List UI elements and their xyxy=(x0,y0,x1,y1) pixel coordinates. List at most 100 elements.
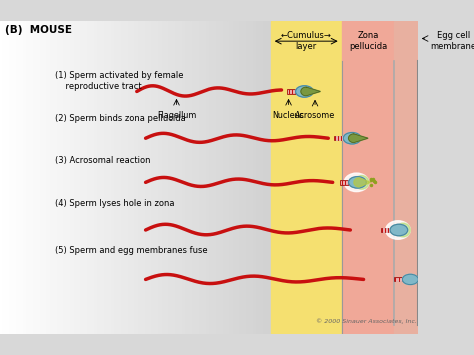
Text: Acrosome: Acrosome xyxy=(295,111,335,120)
Bar xyxy=(227,21,231,334)
Ellipse shape xyxy=(348,177,366,188)
Bar xyxy=(159,21,163,334)
Bar xyxy=(224,21,228,334)
Bar xyxy=(95,21,99,334)
Bar xyxy=(166,21,170,334)
Bar xyxy=(78,21,82,334)
Text: © 2000 Sinauer Associates, Inc.: © 2000 Sinauer Associates, Inc. xyxy=(316,318,417,323)
Bar xyxy=(271,21,341,334)
Bar xyxy=(88,21,92,334)
Bar xyxy=(98,21,102,334)
Text: Zona
pellucida: Zona pellucida xyxy=(349,32,387,51)
Bar xyxy=(163,21,166,334)
Bar xyxy=(341,21,394,334)
Text: ←Cumulus→
layer: ←Cumulus→ layer xyxy=(281,32,332,51)
Ellipse shape xyxy=(344,173,369,192)
Bar xyxy=(101,21,105,334)
Ellipse shape xyxy=(296,86,313,97)
Bar xyxy=(41,21,45,334)
Bar xyxy=(24,21,27,334)
Text: (3) Acrosomal reaction: (3) Acrosomal reaction xyxy=(55,156,150,165)
Bar xyxy=(176,21,180,334)
Ellipse shape xyxy=(396,223,410,237)
Bar xyxy=(287,89,296,94)
Bar xyxy=(85,21,89,334)
Bar xyxy=(190,21,193,334)
Bar xyxy=(109,21,112,334)
Bar xyxy=(394,278,402,282)
Text: Flagellum: Flagellum xyxy=(157,111,196,120)
Bar xyxy=(122,21,126,334)
Bar xyxy=(146,21,149,334)
Bar xyxy=(30,21,34,334)
Bar xyxy=(200,21,204,334)
Bar xyxy=(237,21,241,334)
Text: (2) Sperm binds zona pellucida: (2) Sperm binds zona pellucida xyxy=(55,114,185,122)
Bar xyxy=(3,21,7,334)
Text: (4) Sperm lyses hole in zona: (4) Sperm lyses hole in zona xyxy=(55,199,174,208)
Bar xyxy=(7,21,10,334)
Bar xyxy=(186,21,190,334)
Text: (B)  MOUSE: (B) MOUSE xyxy=(5,25,73,35)
Bar xyxy=(220,21,224,334)
Bar xyxy=(139,21,143,334)
Bar xyxy=(203,21,207,334)
Bar xyxy=(47,21,51,334)
Bar xyxy=(210,21,214,334)
Bar xyxy=(125,21,129,334)
Text: (5) Sperm and egg membranes fuse: (5) Sperm and egg membranes fuse xyxy=(55,246,207,255)
Bar xyxy=(244,21,247,334)
Polygon shape xyxy=(348,134,368,143)
Bar xyxy=(61,21,65,334)
Bar xyxy=(68,21,72,334)
Bar xyxy=(196,21,200,334)
Bar xyxy=(173,21,176,334)
Bar xyxy=(267,21,271,334)
Bar xyxy=(0,21,4,334)
Bar xyxy=(27,21,31,334)
Text: (1) Sperm activated by female
    reproductive tract: (1) Sperm activated by female reproducti… xyxy=(55,71,183,91)
Polygon shape xyxy=(301,87,320,96)
Bar xyxy=(118,21,122,334)
Bar xyxy=(128,21,133,334)
Bar xyxy=(20,21,24,334)
Bar xyxy=(115,21,119,334)
Bar xyxy=(71,21,75,334)
Bar xyxy=(14,21,18,334)
Bar xyxy=(180,21,183,334)
Text: Egg cell
membrane: Egg cell membrane xyxy=(431,32,474,51)
Ellipse shape xyxy=(390,224,408,236)
Bar xyxy=(193,21,197,334)
Bar xyxy=(213,21,217,334)
Bar xyxy=(51,21,55,334)
Bar xyxy=(247,21,251,334)
Ellipse shape xyxy=(386,221,410,239)
Bar xyxy=(91,21,95,334)
Bar xyxy=(264,21,268,334)
Bar xyxy=(217,21,220,334)
Bar xyxy=(230,21,234,334)
Bar xyxy=(64,21,68,334)
Bar xyxy=(169,21,173,334)
Bar xyxy=(152,21,156,334)
Bar xyxy=(136,21,139,334)
Bar xyxy=(261,21,264,334)
Bar xyxy=(257,21,261,334)
Bar xyxy=(234,21,237,334)
Bar xyxy=(105,21,109,334)
Bar xyxy=(142,21,146,334)
Bar xyxy=(74,21,78,334)
Bar xyxy=(251,21,255,334)
Bar xyxy=(112,21,116,334)
Bar xyxy=(57,21,62,334)
Polygon shape xyxy=(354,178,371,187)
Bar xyxy=(183,21,187,334)
Bar xyxy=(34,21,38,334)
Bar xyxy=(156,21,160,334)
Bar xyxy=(340,180,348,185)
Ellipse shape xyxy=(355,175,369,189)
Bar xyxy=(335,136,343,141)
Bar xyxy=(207,21,210,334)
Bar xyxy=(54,21,58,334)
Bar xyxy=(17,21,21,334)
